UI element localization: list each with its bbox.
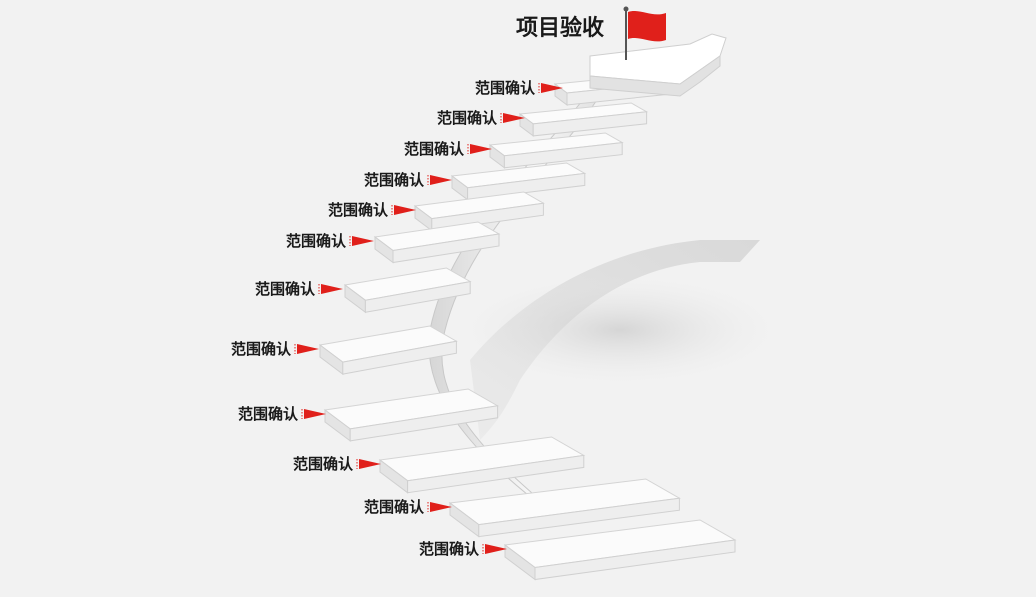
pennant-icon [470, 144, 492, 154]
goal-label: 项目验收 [516, 16, 605, 41]
pennant-icon [321, 284, 343, 294]
pennant-icon [297, 344, 319, 354]
step-label: 范围确认 [363, 171, 424, 189]
stair-step-front [534, 539, 736, 581]
pennant-icon [430, 175, 452, 185]
stair-step-front [503, 142, 623, 169]
stair-step-front [431, 202, 544, 232]
stair-step-front [467, 172, 586, 201]
stair-step-front [532, 111, 648, 137]
pennant-icon [541, 83, 563, 93]
step-label: 范围确认 [436, 109, 497, 127]
pennant-icon [304, 409, 326, 419]
stair-step-front [407, 454, 585, 494]
stair-step-front [342, 340, 457, 375]
stair-step-front [392, 233, 500, 264]
step-layer [318, 73, 737, 581]
step-label: 范围确认 [474, 79, 535, 97]
pennant-icon [359, 459, 381, 469]
pennant-icon [430, 502, 452, 512]
step-label: 范围确认 [292, 455, 353, 473]
stair-step-front [478, 497, 680, 538]
marker-layer [294, 83, 563, 554]
flag-icon [623, 6, 666, 60]
stair-step-front [349, 405, 499, 442]
stair-shadow [460, 240, 780, 440]
step-label: 范围确认 [327, 201, 388, 219]
step-label: 范围确认 [403, 140, 464, 158]
pennant-icon [394, 205, 416, 215]
stair-step-front [364, 281, 471, 313]
step-label: 范围确认 [418, 540, 479, 558]
pennant-icon [503, 113, 525, 123]
step-label: 范围确认 [254, 280, 315, 298]
step-label: 范围确认 [285, 232, 346, 250]
step-label: 范围确认 [237, 405, 298, 423]
step-label: 范围确认 [230, 340, 291, 358]
pennant-icon [485, 544, 507, 554]
step-label: 范围确认 [363, 498, 424, 516]
pennant-icon [352, 236, 374, 246]
top-landing-arrow [589, 33, 727, 97]
